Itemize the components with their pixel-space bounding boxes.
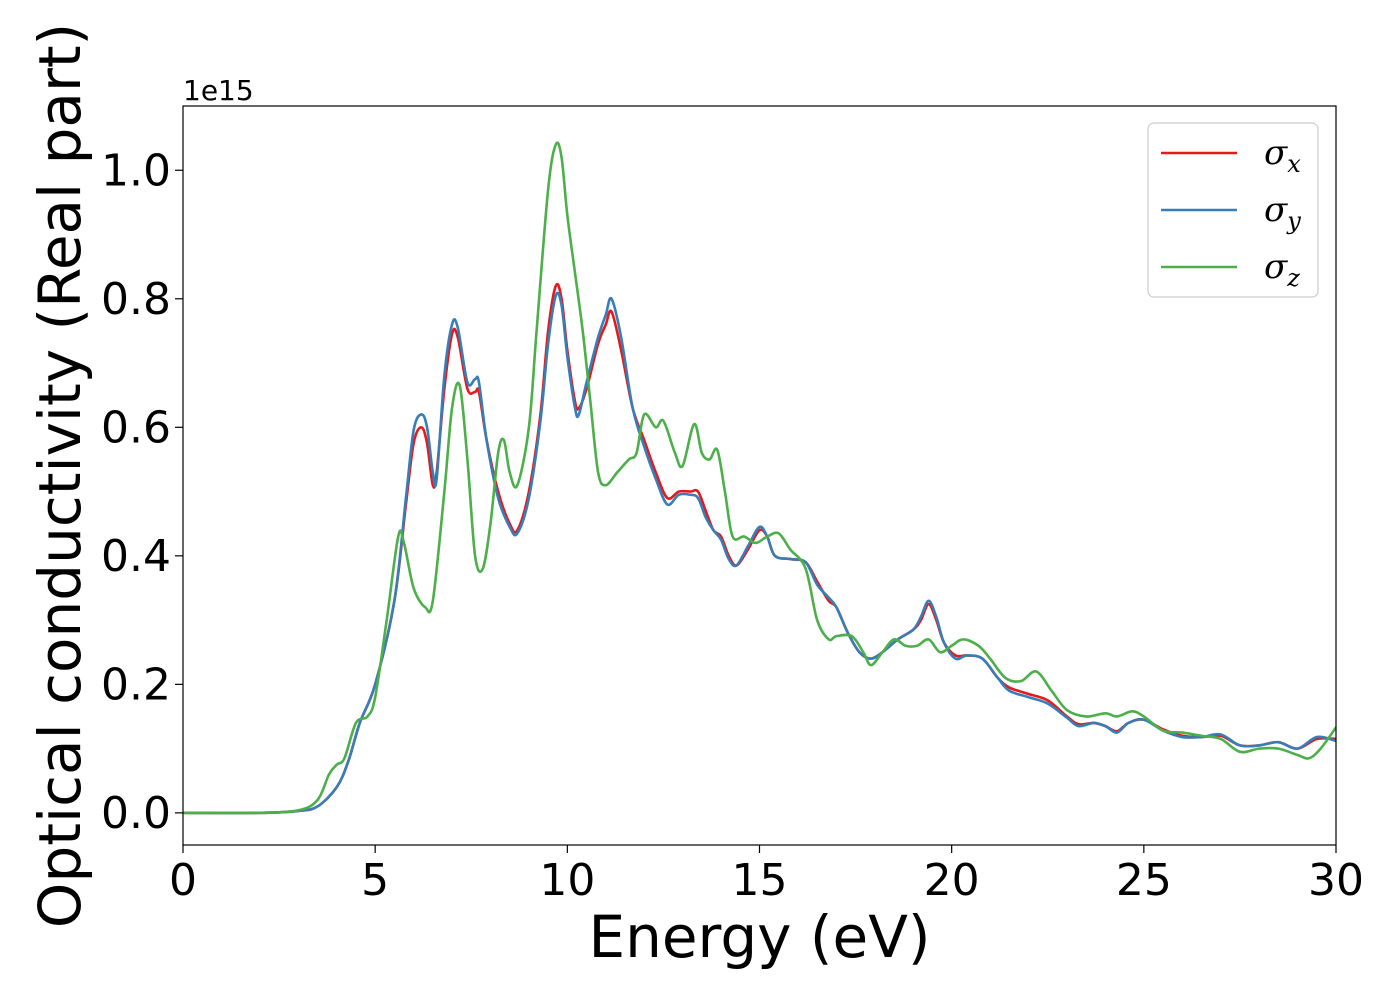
x-tick-label: 5	[361, 855, 389, 906]
x-tick-label: 10	[539, 855, 595, 906]
series-layer	[183, 141, 1336, 815]
x-tick-label: 30	[1308, 855, 1364, 906]
y-tick-label: 0.2	[101, 659, 171, 710]
y-tick-label: 0.0	[101, 788, 171, 839]
x-axis-label: Energy (eV)	[588, 903, 930, 971]
y-tick-label: 0.6	[101, 402, 171, 453]
legend-label-x: σx	[1264, 133, 1301, 178]
y-axis-label: Optical conductivity (Real part)	[26, 23, 94, 928]
legend-label-subscript: y	[1286, 207, 1301, 235]
y-offset-label: 1e15	[183, 74, 254, 107]
legend-label-y: σy	[1264, 190, 1301, 235]
x-tick-label: 25	[1116, 855, 1172, 906]
x-tick-label: 20	[924, 855, 980, 906]
x-axis-ticks: 0 5 10 15 20 25 30	[169, 845, 1364, 906]
legend-label-z: σz	[1264, 247, 1300, 292]
y-axis-ticks: 0.0 0.2 0.4 0.6 0.8 1.0	[101, 145, 183, 839]
y-tick-label: 0.8	[101, 274, 171, 325]
y-tick-label: 0.4	[101, 531, 171, 582]
x-tick-label: 15	[732, 855, 788, 906]
series-line-z	[183, 141, 1336, 815]
x-tick-label: 0	[169, 855, 197, 906]
legend-label-subscript: x	[1287, 150, 1301, 178]
y-tick-label: 1.0	[101, 145, 171, 196]
legend-label-symbol: σ	[1264, 190, 1288, 230]
legend-label-subscript: z	[1286, 264, 1300, 292]
legend-label-symbol: σ	[1264, 247, 1288, 287]
legend-label-symbol: σ	[1264, 133, 1288, 173]
series-line-y	[183, 291, 1336, 815]
